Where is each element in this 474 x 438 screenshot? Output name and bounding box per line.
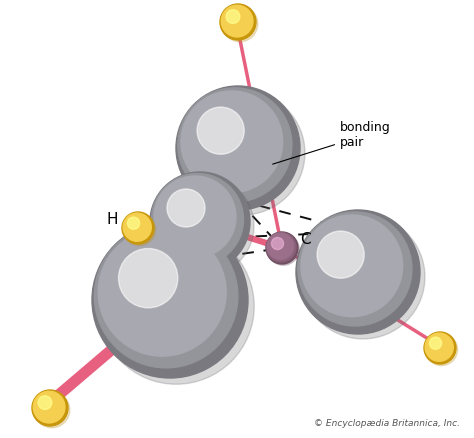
Circle shape <box>266 233 296 262</box>
Circle shape <box>167 189 205 227</box>
Circle shape <box>267 233 299 265</box>
Circle shape <box>124 214 155 246</box>
Circle shape <box>267 233 293 260</box>
Circle shape <box>301 215 402 317</box>
Circle shape <box>272 237 283 250</box>
Circle shape <box>181 91 283 193</box>
Circle shape <box>38 396 52 410</box>
Circle shape <box>220 4 256 40</box>
Circle shape <box>317 231 364 278</box>
Circle shape <box>221 5 253 37</box>
Circle shape <box>154 176 254 276</box>
Text: bonding
pair: bonding pair <box>273 121 391 164</box>
Circle shape <box>301 215 425 339</box>
Circle shape <box>123 213 151 241</box>
Circle shape <box>178 88 292 202</box>
Circle shape <box>150 172 250 272</box>
Circle shape <box>426 334 457 366</box>
Circle shape <box>92 222 248 378</box>
Circle shape <box>226 10 240 24</box>
Circle shape <box>296 210 420 334</box>
Text: C: C <box>300 233 310 247</box>
Circle shape <box>98 228 254 384</box>
Circle shape <box>176 86 300 210</box>
Circle shape <box>197 107 244 154</box>
Circle shape <box>298 212 412 326</box>
Circle shape <box>122 212 154 244</box>
Circle shape <box>425 333 453 361</box>
Circle shape <box>34 392 70 428</box>
Circle shape <box>32 390 68 426</box>
Circle shape <box>424 332 456 364</box>
Circle shape <box>429 337 442 349</box>
Circle shape <box>152 173 244 265</box>
Circle shape <box>33 391 65 423</box>
Circle shape <box>154 176 236 258</box>
Circle shape <box>118 248 178 308</box>
Text: © Encyclopædia Britannica, Inc.: © Encyclopædia Britannica, Inc. <box>314 419 460 428</box>
Circle shape <box>181 91 305 215</box>
Text: H: H <box>106 212 118 227</box>
Circle shape <box>222 6 258 42</box>
Circle shape <box>266 232 298 264</box>
Circle shape <box>128 217 140 229</box>
Circle shape <box>94 224 238 368</box>
Circle shape <box>98 228 226 356</box>
